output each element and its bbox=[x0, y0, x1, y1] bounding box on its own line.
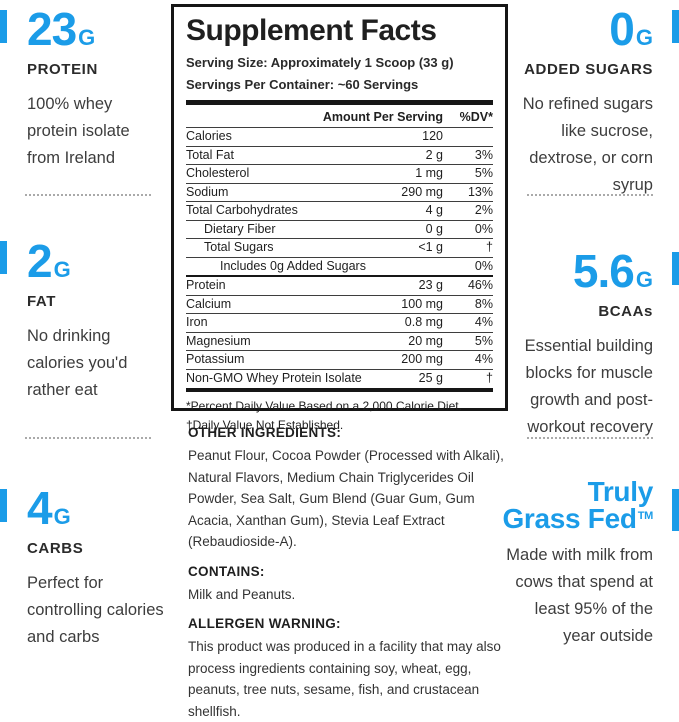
nutrient-row-sodium: Sodium 290 mg 13% bbox=[186, 182, 493, 202]
accent-bar-protein bbox=[0, 10, 7, 43]
footnote-daily-value: †Daily Value Not Established. bbox=[186, 418, 344, 432]
nutrient-row-protein: Protein 23 g 46% bbox=[186, 275, 493, 295]
fat-label: FAT bbox=[27, 293, 57, 310]
column-dv: %DV* bbox=[459, 110, 493, 124]
nutrient-row-dietary-fiber: Dietary Fiber 0 g 0% bbox=[186, 219, 493, 239]
serving-size: Serving Size: Approximately 1 Scoop (33 … bbox=[186, 55, 454, 70]
stat-added-sugars: 0G ADDED SUGARS No refined sugars like s… bbox=[501, 6, 653, 199]
accent-bar-carbs bbox=[0, 489, 7, 522]
contains-text: Milk and Peanuts. bbox=[188, 586, 296, 602]
allergen-warning-text: This product was produced in a facility … bbox=[188, 639, 501, 719]
added-sugars-label: ADDED SUGARS bbox=[524, 61, 653, 78]
trademark-symbol: TM bbox=[637, 510, 654, 522]
allergen-warning-heading: ALLERGEN WARNING: bbox=[188, 616, 341, 631]
nutrient-row-added-sugars: Includes 0g Added Sugars 0% bbox=[186, 256, 493, 276]
carbs-grams: 4G bbox=[27, 482, 71, 534]
protein-label: PROTEIN bbox=[27, 61, 98, 78]
nutrient-row-calories: Calories 120 bbox=[186, 127, 493, 146]
bcaas-label: BCAAs bbox=[598, 303, 653, 320]
nutrient-row-potassium: Potassium 200 mg 4% bbox=[186, 350, 493, 369]
accent-bar-bcaas bbox=[672, 252, 679, 285]
carbs-description: Perfect for controlling calories and car… bbox=[27, 574, 164, 646]
fat-grams: 2G bbox=[27, 235, 71, 287]
column-amount-per-serving: Amount Per Serving bbox=[322, 110, 443, 124]
separator-right-1 bbox=[527, 194, 653, 196]
panel-title: Supplement Facts bbox=[186, 14, 437, 47]
bcaas-description: Essential building blocks for muscle gro… bbox=[524, 337, 653, 436]
nutrient-row-calcium: Calcium 100 mg 8% bbox=[186, 294, 493, 314]
nutrient-row-cholesterol: Cholesterol 1 mg 5% bbox=[186, 164, 493, 183]
contains-heading: CONTAINS: bbox=[188, 563, 265, 579]
servings-per-container: Servings Per Container: ~60 Servings bbox=[186, 77, 419, 92]
stat-protein: 23G PROTEIN 100% whey protein isolate fr… bbox=[27, 6, 179, 172]
separator-right-2 bbox=[527, 437, 653, 439]
grass-fed-title: Truly Grass FedTM bbox=[502, 476, 654, 534]
separator-left-2 bbox=[25, 437, 151, 439]
accent-bar-added-sugars bbox=[672, 10, 679, 43]
accent-bar-grass-fed bbox=[672, 489, 679, 531]
nutrient-row-total-carbohydrates: Total Carbohydrates 4 g 2% bbox=[186, 201, 493, 220]
nutrient-row-iron: Iron 0.8 mg 4% bbox=[186, 313, 493, 332]
bcaas-grams: 5.6G bbox=[572, 245, 653, 297]
ingredient-info: OTHER INGREDIENTS: Peanut Flour, Cocoa P… bbox=[188, 421, 510, 722]
separator-left-1 bbox=[25, 194, 151, 196]
supplement-infographic: 23G PROTEIN 100% whey protein isolate fr… bbox=[0, 4, 679, 719]
other-ingredients-heading: OTHER INGREDIENTS: bbox=[188, 425, 342, 440]
stat-grass-fed: Truly Grass FedTM Made with milk from co… bbox=[501, 476, 654, 650]
added-sugars-grams: 0G bbox=[609, 3, 653, 55]
other-ingredients-text: Peanut Flour, Cocoa Powder (Processed wi… bbox=[188, 448, 504, 549]
protein-grams: 23G bbox=[27, 3, 96, 55]
protein-description: 100% whey protein isolate from Ireland bbox=[27, 95, 130, 167]
nutrient-row-whey-protein-isolate: Non-GMO Whey Protein Isolate 25 g † bbox=[186, 368, 493, 388]
grass-fed-description: Made with milk from cows that spend at l… bbox=[506, 546, 653, 645]
accent-bar-fat bbox=[0, 241, 7, 274]
nutrient-row-total-fat: Total Fat 2 g 3% bbox=[186, 145, 493, 165]
table-header: Amount Per Serving %DV* bbox=[186, 105, 493, 127]
nutrient-row-magnesium: Magnesium 20 mg 5% bbox=[186, 331, 493, 351]
stat-carbs: 4G CARBS Perfect for controlling calorie… bbox=[27, 485, 179, 651]
fat-description: No drinking calories you'd rather eat bbox=[27, 327, 128, 399]
stat-bcaas: 5.6G BCAAs Essential building blocks for… bbox=[501, 248, 653, 441]
footnote-percent-dv: *Percent Daily Value Based on a 2,000 Ca… bbox=[186, 399, 462, 413]
nutrient-row-total-sugars: Total Sugars <1 g † bbox=[186, 238, 493, 257]
divider-thick-bottom bbox=[186, 388, 493, 392]
added-sugars-description: No refined sugars like sucrose, dextrose… bbox=[522, 95, 653, 194]
supplement-facts-panel: Supplement Facts Serving Size: Approxima… bbox=[171, 4, 508, 432]
stat-fat: 2G FAT No drinking calories you'd rather… bbox=[27, 238, 179, 404]
carbs-label: CARBS bbox=[27, 540, 84, 557]
divider-thick-top bbox=[186, 100, 493, 105]
